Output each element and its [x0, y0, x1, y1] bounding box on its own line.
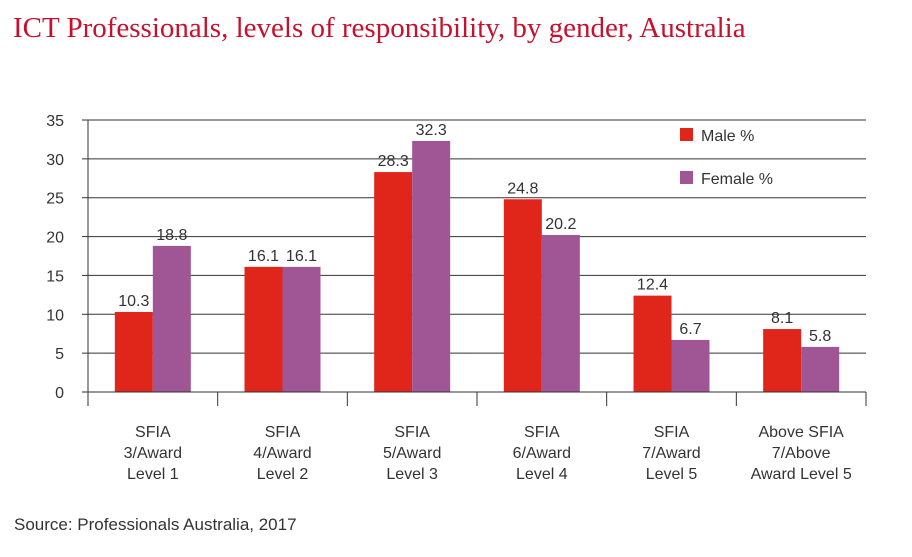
data-labels: 10.3 18.8 16.1 16.1 28.3 32.3 24.8 20.2 12.4 6.7 8…	[118, 122, 831, 345]
bar-male	[503, 199, 542, 392]
bar-female	[152, 245, 191, 392]
x-axis: SFIA 3/Award Level 1 SFIA 4/Award Level 2 SFIA…	[87, 391, 867, 483]
y-tick-label: 0	[55, 385, 64, 402]
legend-swatch	[680, 128, 693, 141]
x-tick-label: SFIA 5/Award Level 3	[383, 424, 441, 483]
data-label: 18.8	[156, 227, 187, 244]
bar-female	[541, 235, 580, 392]
bar-female	[801, 346, 840, 392]
data-label: 12.4	[637, 277, 668, 294]
data-label: 10.3	[118, 293, 149, 310]
data-label: 16.1	[248, 248, 279, 265]
bar-male	[114, 311, 153, 392]
x-tick-label: SFIA 7/Award Level 5	[642, 424, 700, 483]
x-tick-label: SFIA 3/Award Level 1	[124, 424, 182, 483]
bar-female	[282, 266, 321, 392]
bar-male	[763, 329, 802, 392]
y-tick-label: 15	[46, 268, 64, 285]
x-tick-label: SFIA 6/Award Level 4	[513, 424, 571, 483]
data-label: 16.1	[286, 248, 317, 265]
bar-female	[412, 140, 451, 392]
data-label: 32.3	[416, 122, 447, 139]
y-tick-label: 5	[55, 346, 64, 363]
chart-title: ICT Professionals, levels of responsibil…	[13, 12, 746, 44]
y-tick-label: 30	[46, 152, 64, 169]
data-label: 5.8	[809, 328, 831, 345]
data-label: 8.1	[771, 310, 793, 327]
data-label: 28.3	[378, 153, 409, 170]
bar-male	[374, 172, 413, 392]
data-label: 6.7	[679, 321, 701, 338]
data-label: 24.8	[507, 180, 538, 197]
bar-male	[244, 266, 283, 392]
legend: Male % Female %	[680, 128, 773, 188]
x-tick-label: SFIA 4/Award Level 2	[253, 424, 311, 483]
bars	[114, 140, 840, 392]
legend-label: Male %	[701, 128, 754, 145]
y-tick-label: 10	[46, 307, 64, 324]
y-tick-label: 35	[46, 113, 64, 130]
bar-male	[633, 295, 672, 392]
source-note: Source: Professionals Australia, 2017	[14, 515, 297, 534]
x-tick-label: Above SFIA 7/Above Award Level 5	[751, 424, 852, 483]
gridlines	[88, 119, 866, 393]
y-axis: 0 5 10 15 20 25 30 35	[46, 113, 89, 406]
y-tick-label: 20	[46, 230, 64, 247]
y-tick-label: 25	[46, 191, 64, 208]
legend-swatch	[680, 171, 693, 184]
bar-female	[671, 339, 710, 392]
data-label: 20.2	[545, 216, 576, 233]
legend-label: Female %	[701, 171, 773, 188]
